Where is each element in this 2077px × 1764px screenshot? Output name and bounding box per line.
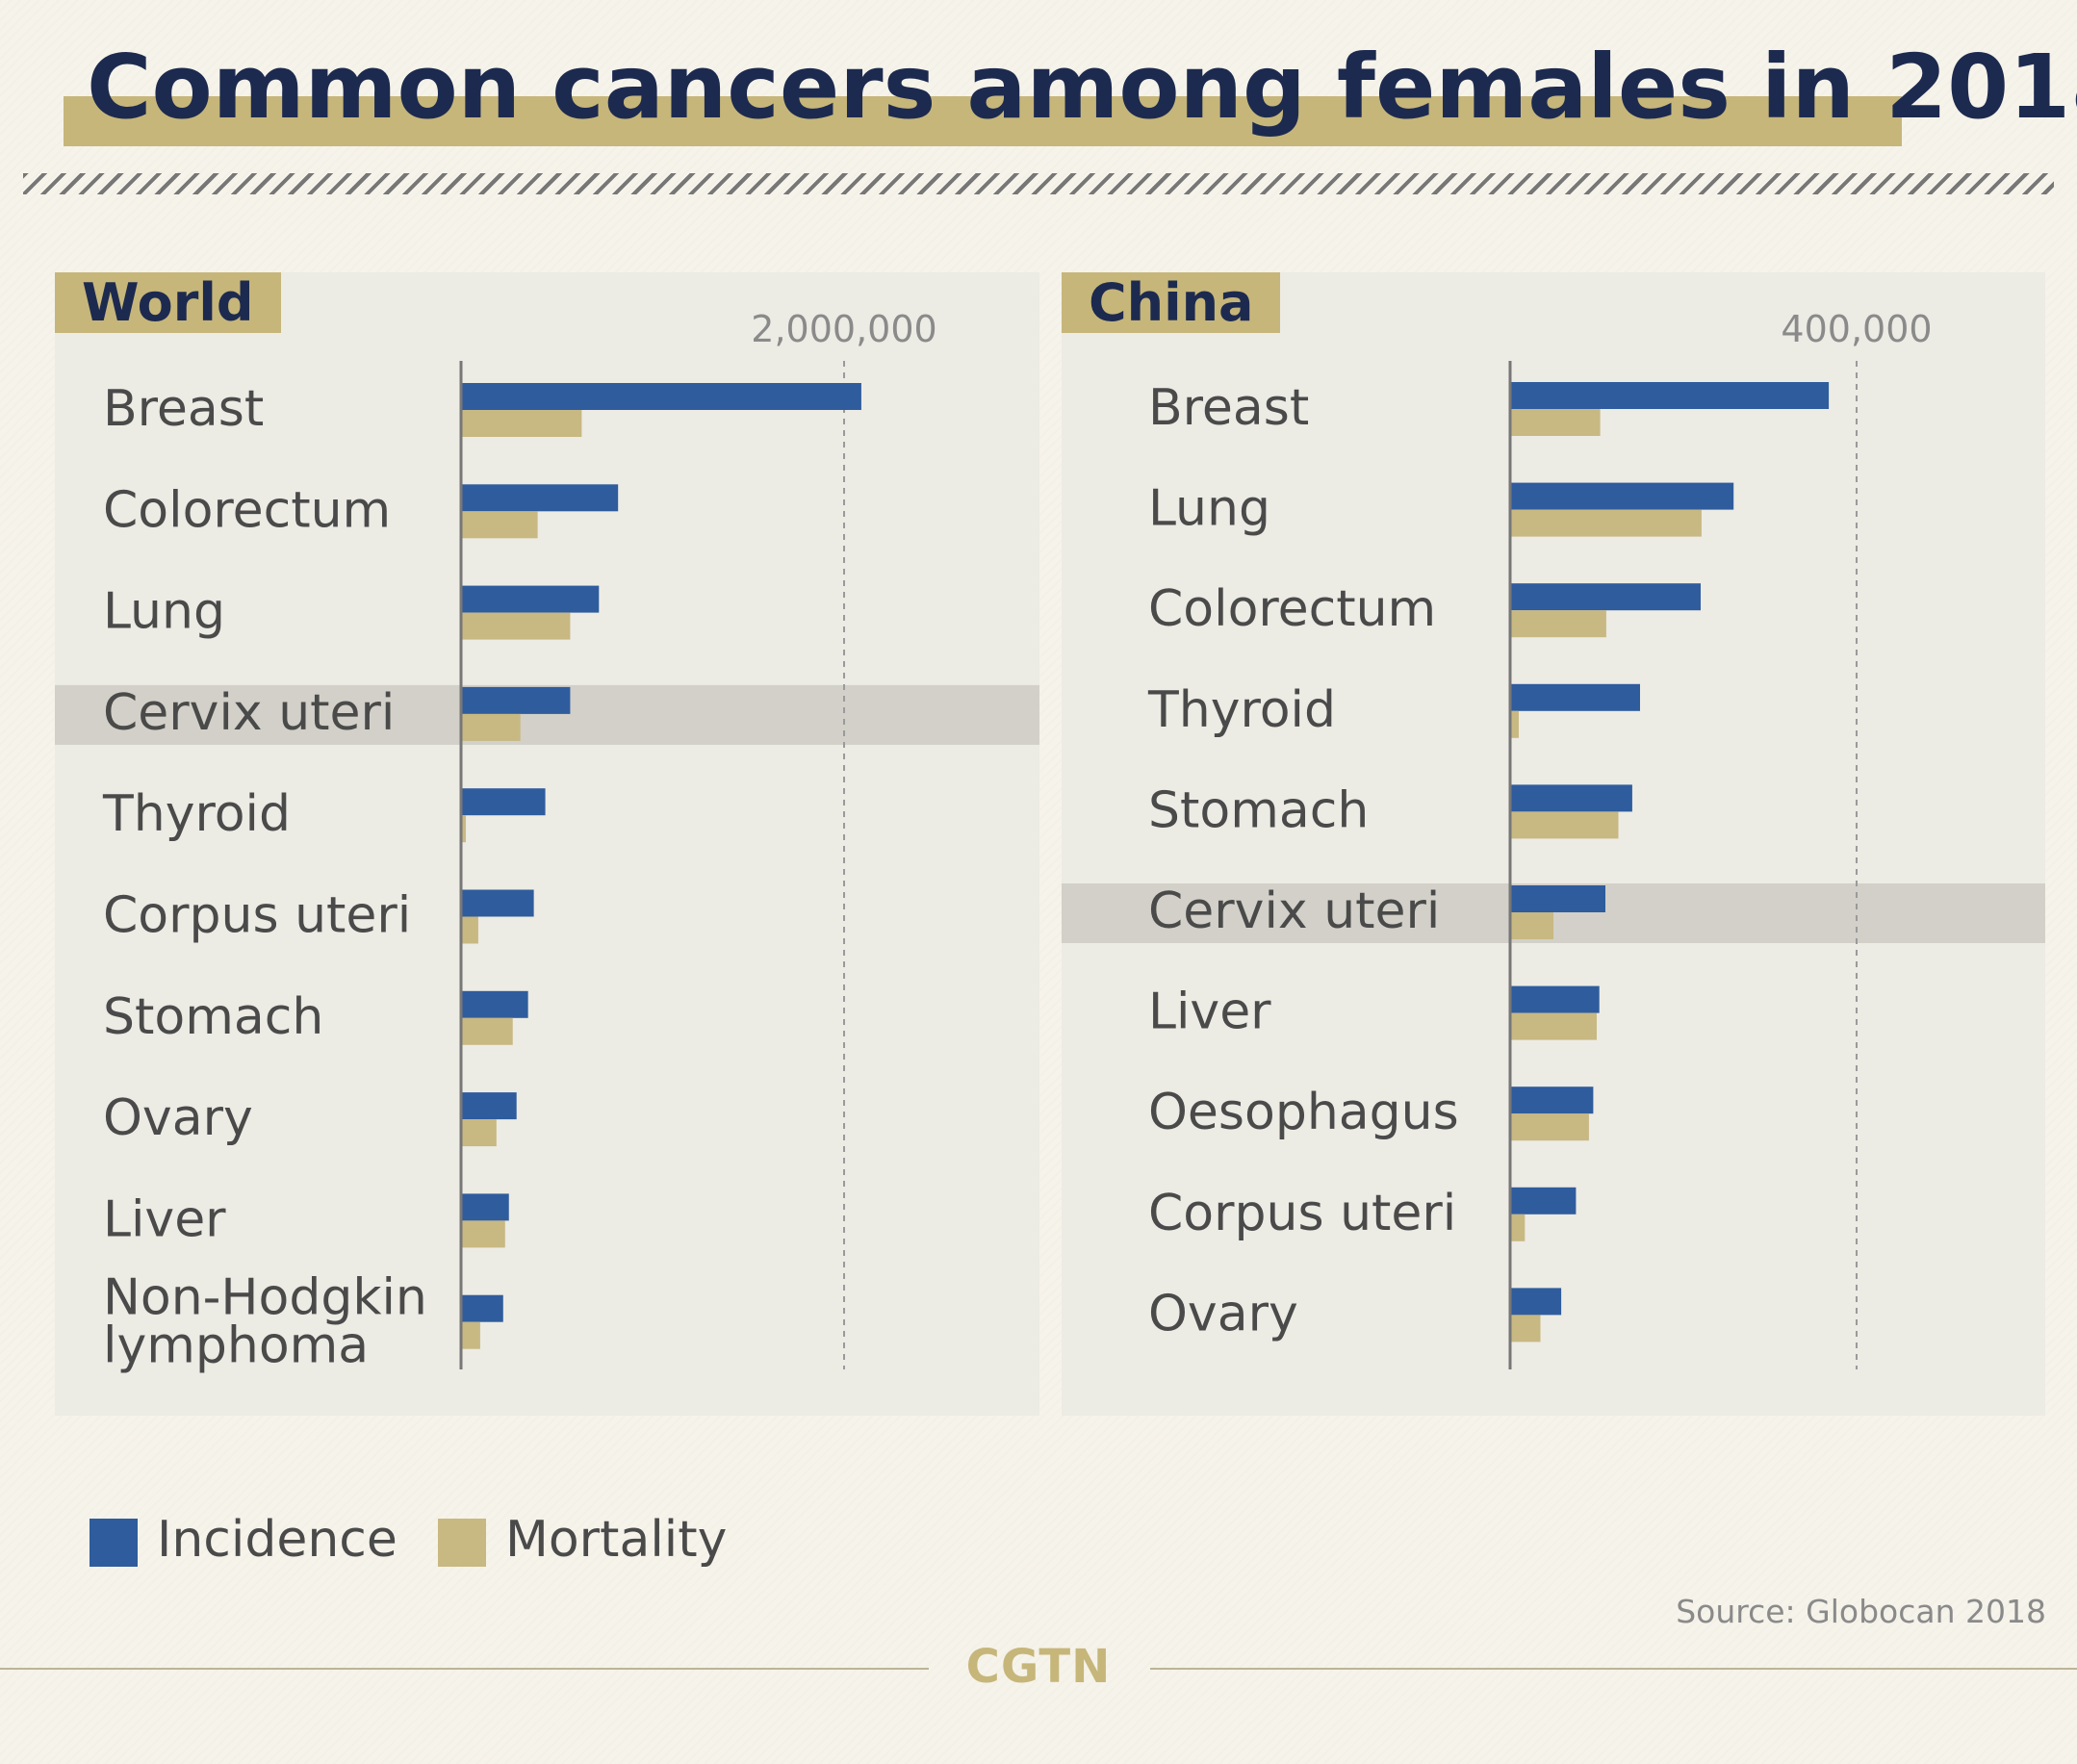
footer-line-left [0, 1668, 929, 1670]
world-bar-mortality-colorectum [461, 511, 538, 539]
china-bar-incidence-lung [1510, 482, 1734, 510]
world-bar-incidence-corpus-uteri [461, 889, 534, 917]
china-bar-incidence-oesophagus [1510, 1087, 1594, 1114]
legend-incidence: Incidence [90, 1511, 397, 1569]
china-bar-mortality-stomach [1510, 811, 1619, 839]
china-category-label-lung: Lung [1148, 480, 1270, 538]
world-category-label-non-hodgkin-lymphoma: Non-Hodgkin lymphoma [103, 1269, 427, 1375]
china-category-label-ovary: Ovary [1148, 1285, 1298, 1342]
world-bar-mortality-thyroid [461, 815, 466, 843]
china-bar-incidence-ovary [1510, 1288, 1562, 1316]
china-bar-incidence-liver [1510, 985, 1600, 1013]
world-bar-incidence-stomach [461, 990, 528, 1018]
world-bar-mortality-cervix-uteri [461, 713, 521, 741]
world-category-label-thyroid: Thyroid [102, 785, 291, 843]
title-underline-bar [64, 96, 1902, 146]
china-category-label-oesophagus: Oesophagus [1148, 1084, 1459, 1141]
china-bar-incidence-corpus-uteri [1510, 1187, 1577, 1214]
world-bar-incidence-cervix-uteri [461, 686, 571, 714]
world-bar-incidence-lung [461, 585, 600, 613]
hatched-divider [23, 173, 2054, 194]
china-bar-mortality-breast [1510, 409, 1601, 436]
world-category-label-stomach: Stomach [103, 988, 323, 1046]
source-note: Source: Globocan 2018 [1676, 1593, 2046, 1630]
china-category-label-breast: Breast [1148, 379, 1309, 437]
legend-mortality: Mortality [438, 1511, 727, 1569]
china-panel-title: China [1062, 272, 1281, 333]
world-bar-mortality-breast [461, 410, 582, 437]
world-category-label-ovary: Ovary [103, 1089, 253, 1147]
world-bar-incidence-liver [461, 1193, 509, 1221]
china-bar-incidence-cervix-uteri [1510, 885, 1605, 912]
china-category-label-liver: Liver [1148, 984, 1271, 1041]
incidence-swatch [90, 1519, 138, 1567]
chart-title: Common cancers among females in 2018 [87, 36, 2077, 139]
world-bar-incidence-ovary [461, 1092, 517, 1120]
legend-mortality-label: Mortality [505, 1511, 728, 1569]
china-bar-incidence-colorectum [1510, 583, 1701, 611]
world-panel-title: World [55, 272, 281, 333]
world-bar-mortality-ovary [461, 1119, 497, 1147]
world-tick-label: 2,000,000 [751, 308, 936, 350]
china-tick-label: 400,000 [1781, 308, 1932, 350]
china-bar-chart: 400,000 Breast Lung Colorectum Thyroid Stomac… [1062, 308, 2045, 1369]
china-category-label-corpus-uteri: Corpus uteri [1148, 1185, 1456, 1242]
china-category-label-colorectum: Colorectum [1148, 580, 1436, 638]
world-bar-incidence-thyroid [461, 788, 546, 816]
china-category-label-thyroid: Thyroid [1147, 681, 1336, 739]
china-panel: 400,000 Breast Lung Colorectum Thyroid Stomac… [1062, 272, 2045, 1416]
world-category-label-colorectum: Colorectum [103, 481, 391, 539]
world-category-label-breast: Breast [103, 380, 264, 438]
world-bar-mortality-lung [461, 612, 571, 640]
world-category-label-corpus-uteri: Corpus uteri [103, 887, 411, 945]
world-bar-mortality-liver [461, 1220, 505, 1248]
china-bar-mortality-lung [1510, 509, 1702, 537]
china-bar-mortality-liver [1510, 1012, 1597, 1040]
world-bar-mortality-non-hodgkin-lymphoma [461, 1321, 480, 1349]
world-bar-incidence-breast [461, 383, 861, 410]
china-category-label-cervix-uteri: Cervix uteri [1148, 882, 1440, 940]
world-category-label-cervix-uteri: Cervix uteri [103, 684, 395, 742]
world-bar-incidence-non-hodgkin-lymphoma [461, 1294, 503, 1322]
china-bar-incidence-thyroid [1510, 683, 1640, 711]
mortality-swatch [438, 1519, 486, 1567]
china-bar-mortality-colorectum [1510, 610, 1606, 638]
world-bar-mortality-corpus-uteri [461, 916, 478, 944]
world-bar-incidence-colorectum [461, 484, 619, 512]
world-category-label-lung: Lung [103, 583, 225, 641]
china-bar-mortality-oesophagus [1510, 1113, 1589, 1141]
china-category-label-stomach: Stomach [1148, 781, 1369, 839]
world-panel: 2,000,000 Breast Colorectum Lung Cervix uter… [55, 272, 1039, 1416]
china-bar-mortality-thyroid [1510, 710, 1519, 738]
china-bar-incidence-stomach [1510, 784, 1632, 812]
china-bar-mortality-ovary [1510, 1315, 1541, 1342]
footer-line-right [1150, 1668, 2077, 1670]
legend-incidence-label: Incidence [157, 1511, 397, 1569]
world-category-label-liver: Liver [103, 1190, 226, 1248]
brand-logo: CGTN [965, 1640, 1112, 1694]
china-bar-incidence-breast [1510, 382, 1830, 409]
china-bar-mortality-cervix-uteri [1510, 912, 1553, 939]
world-bar-mortality-stomach [461, 1017, 513, 1045]
world-bar-chart: 2,000,000 Breast Colorectum Lung Cervix uter… [55, 308, 1039, 1375]
china-bar-mortality-corpus-uteri [1510, 1214, 1526, 1241]
